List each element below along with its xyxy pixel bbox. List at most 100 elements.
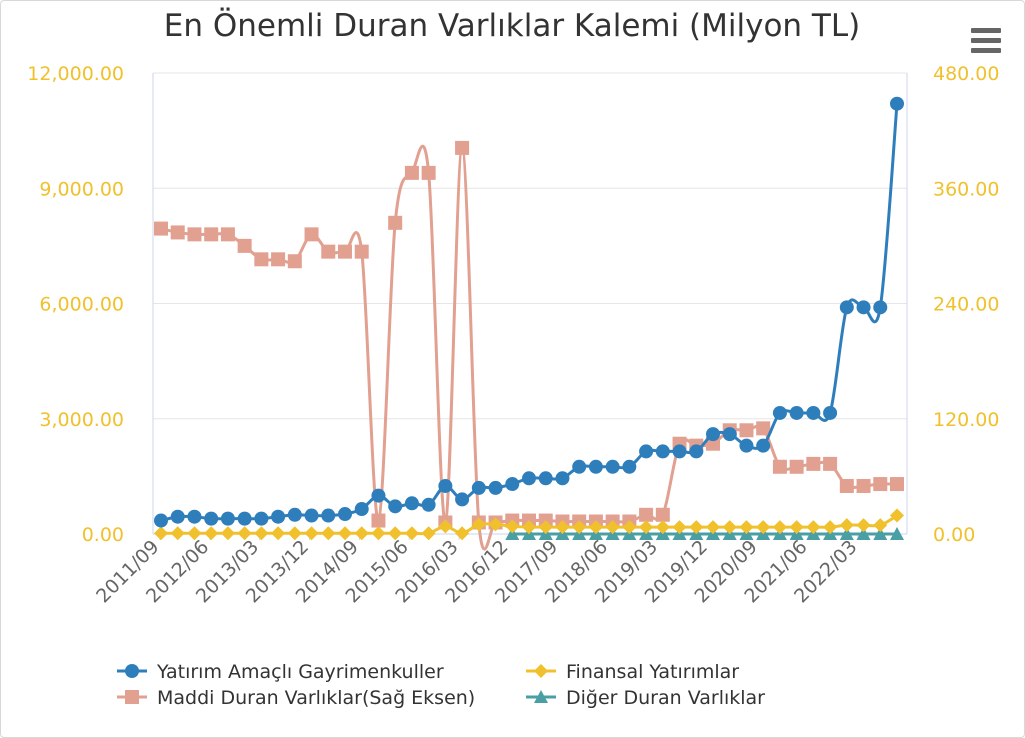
data-point	[154, 526, 168, 541]
data-point	[756, 421, 771, 436]
data-point	[789, 405, 804, 420]
data-point	[555, 520, 570, 535]
data-point	[655, 520, 670, 535]
data-point	[806, 520, 821, 535]
data-point	[588, 520, 603, 535]
data-point	[204, 511, 219, 526]
data-point	[421, 165, 436, 180]
y-right-tick-label: 0.00	[933, 524, 975, 546]
data-point	[538, 471, 553, 486]
data-point	[237, 511, 252, 526]
legend-label: Diğer Duran Varlıklar	[566, 687, 765, 709]
data-point	[187, 526, 202, 541]
legend: Yatırım Amaçlı Gayrimenkuller Finansal Ya…	[117, 661, 765, 709]
data-point	[388, 499, 403, 514]
data-point	[706, 436, 720, 451]
data-point	[421, 526, 436, 541]
data-point	[538, 520, 553, 535]
data-point	[321, 244, 336, 259]
data-point	[354, 526, 369, 541]
data-point	[505, 527, 520, 540]
y-left-tick-label: 9,000.00	[39, 178, 124, 200]
data-point	[739, 520, 754, 535]
y-right-tick-label: 240.00	[933, 294, 999, 316]
y-right-tick-label: 120.00	[933, 409, 999, 431]
legend-item: Finansal Yatırımlar	[526, 661, 739, 683]
data-point	[772, 520, 787, 535]
data-point	[154, 513, 168, 528]
data-point	[655, 444, 670, 459]
data-point	[672, 520, 687, 535]
data-point	[170, 526, 185, 541]
series-2	[154, 508, 904, 541]
data-point	[722, 427, 737, 442]
data-point	[522, 520, 536, 535]
data-point	[371, 513, 386, 528]
data-point	[404, 526, 419, 541]
data-point	[522, 471, 536, 486]
data-point	[772, 405, 787, 420]
data-point	[873, 300, 888, 315]
data-point	[170, 225, 185, 240]
hamburger-menu-icon[interactable]	[967, 24, 1005, 58]
data-point	[321, 526, 336, 541]
data-point	[154, 221, 168, 236]
data-point	[823, 405, 838, 420]
chart-title: En Önemli Duran Varlıklar Kalemi (Milyon…	[164, 7, 861, 44]
data-point	[371, 488, 386, 503]
data-point	[388, 526, 403, 541]
data-point	[739, 438, 754, 453]
data-point	[220, 511, 235, 526]
data-point	[471, 517, 486, 532]
data-point	[856, 527, 871, 540]
data-point	[789, 459, 804, 474]
data-point	[287, 507, 302, 522]
data-point	[639, 507, 654, 522]
data-point	[772, 459, 787, 474]
y-left-tick-label: 3,000.00	[39, 409, 124, 431]
legend-marker	[534, 664, 548, 678]
y-left-tick-label: 12,000.00	[27, 63, 124, 85]
data-point	[739, 423, 754, 438]
data-point	[823, 520, 838, 535]
data-point	[204, 526, 219, 541]
data-point	[304, 526, 319, 541]
data-point	[271, 526, 286, 541]
data-point	[254, 511, 269, 526]
data-point	[639, 444, 654, 459]
data-point	[572, 520, 587, 535]
data-point	[873, 518, 888, 533]
y-right-tick-label: 360.00	[933, 178, 999, 200]
data-point	[806, 456, 821, 471]
series-line	[160, 103, 899, 523]
data-point	[839, 300, 854, 315]
data-point	[187, 509, 202, 524]
data-point	[789, 520, 804, 535]
legend-marker	[125, 664, 139, 678]
data-point	[873, 477, 888, 492]
series-line	[160, 144, 898, 551]
data-point	[371, 526, 386, 541]
data-point	[237, 526, 252, 541]
data-point	[722, 520, 737, 535]
data-point	[839, 478, 854, 493]
legend-marker	[534, 690, 548, 703]
data-point	[388, 215, 403, 230]
data-point	[505, 519, 520, 534]
data-point	[455, 140, 470, 155]
data-point	[839, 518, 854, 533]
data-point	[338, 526, 352, 541]
data-point	[890, 477, 904, 492]
legend-item: Diğer Duran Varlıklar	[526, 687, 765, 709]
legend-label: Maddi Duran Varlıklar(Sağ Eksen)	[157, 687, 475, 709]
series-1	[154, 140, 904, 551]
data-point	[505, 477, 520, 492]
data-point	[856, 300, 871, 315]
data-point	[471, 480, 486, 495]
data-point	[689, 520, 704, 535]
data-point	[287, 526, 302, 541]
data-point	[588, 459, 603, 474]
data-point	[605, 520, 620, 535]
data-point	[438, 478, 453, 493]
y-left-tick-label: 0.00	[82, 524, 124, 546]
